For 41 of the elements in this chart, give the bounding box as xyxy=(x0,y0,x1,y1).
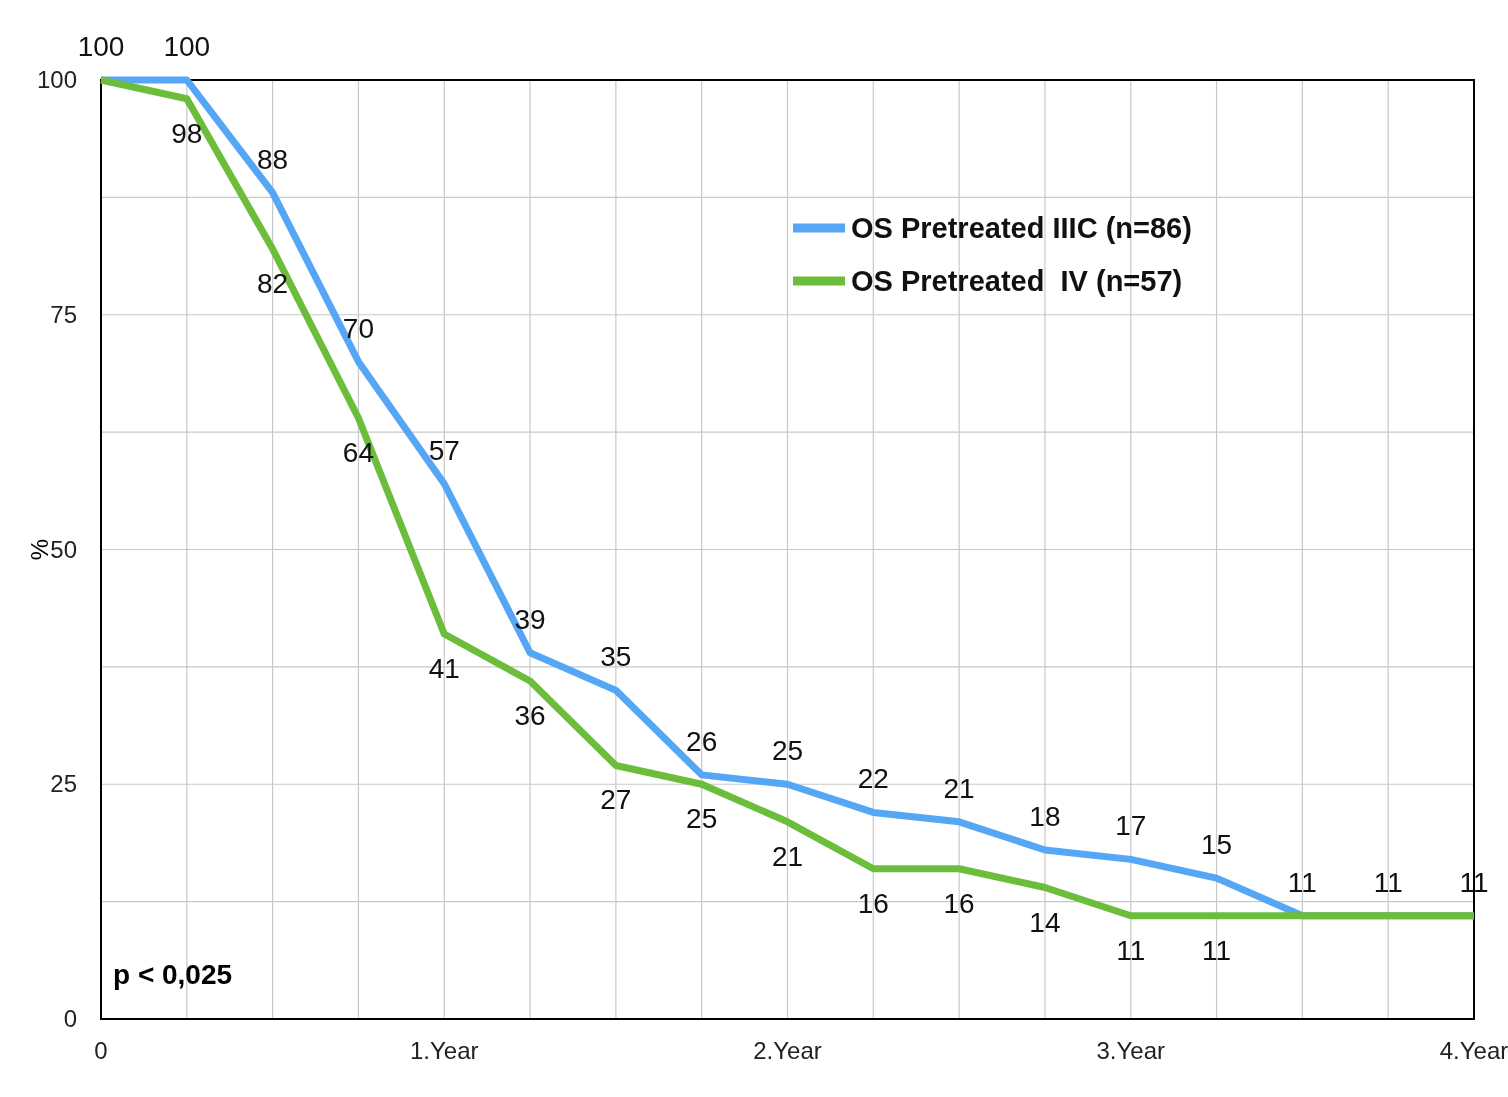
data-label: 21 xyxy=(771,840,804,872)
x-tick-label: 2.Year xyxy=(753,1037,822,1064)
data-label: 11 xyxy=(1287,866,1317,898)
data-label: 57 xyxy=(428,434,460,466)
data-label: 35 xyxy=(600,641,632,673)
data-label: 16 xyxy=(943,887,975,919)
data-label: 18 xyxy=(1029,800,1061,832)
data-label: 16 xyxy=(857,887,889,919)
data-label: 11 xyxy=(1202,934,1232,966)
annotation: p < 0,025 xyxy=(113,959,233,990)
y-tick-label: 0 xyxy=(63,1005,77,1032)
x-tick-label: 0 xyxy=(94,1037,108,1064)
data-label: 41 xyxy=(428,653,460,685)
legend-label: OS Pretreated IV (n=57) xyxy=(851,265,1183,297)
y-tick-label: 75 xyxy=(50,300,77,328)
data-label: 70 xyxy=(342,312,375,344)
x-tick-label: 1.Year xyxy=(409,1037,479,1064)
data-label: 14 xyxy=(1029,906,1061,938)
data-label: 25 xyxy=(686,803,718,835)
y-tick-label: 100 xyxy=(36,66,77,93)
x-tick-label: 4.Year xyxy=(1439,1037,1508,1064)
data-label: 82 xyxy=(257,268,289,300)
data-label: 22 xyxy=(857,763,889,795)
data-label: 25 xyxy=(771,735,804,767)
y-tick-label: 50 xyxy=(50,535,77,563)
data-label: 11 xyxy=(1373,866,1403,898)
x-tick-label: 3.Year xyxy=(1096,1037,1166,1064)
data-label: 26 xyxy=(686,725,718,757)
data-label: 17 xyxy=(1115,810,1147,842)
data-label: 11 xyxy=(1116,934,1146,966)
data-label: 27 xyxy=(600,784,632,816)
data-label: 100 xyxy=(77,31,125,62)
data-label: 39 xyxy=(514,603,546,635)
data-label: 98 xyxy=(171,117,203,149)
legend-label: OS Pretreated IIIC (n=86) xyxy=(851,212,1192,244)
data-label: 100 xyxy=(163,31,211,62)
data-label: 36 xyxy=(514,699,546,731)
data-label: 21 xyxy=(943,772,975,804)
data-label: 15 xyxy=(1200,829,1233,861)
data-label: 88 xyxy=(257,143,289,175)
y-tick-label: 25 xyxy=(50,770,77,798)
